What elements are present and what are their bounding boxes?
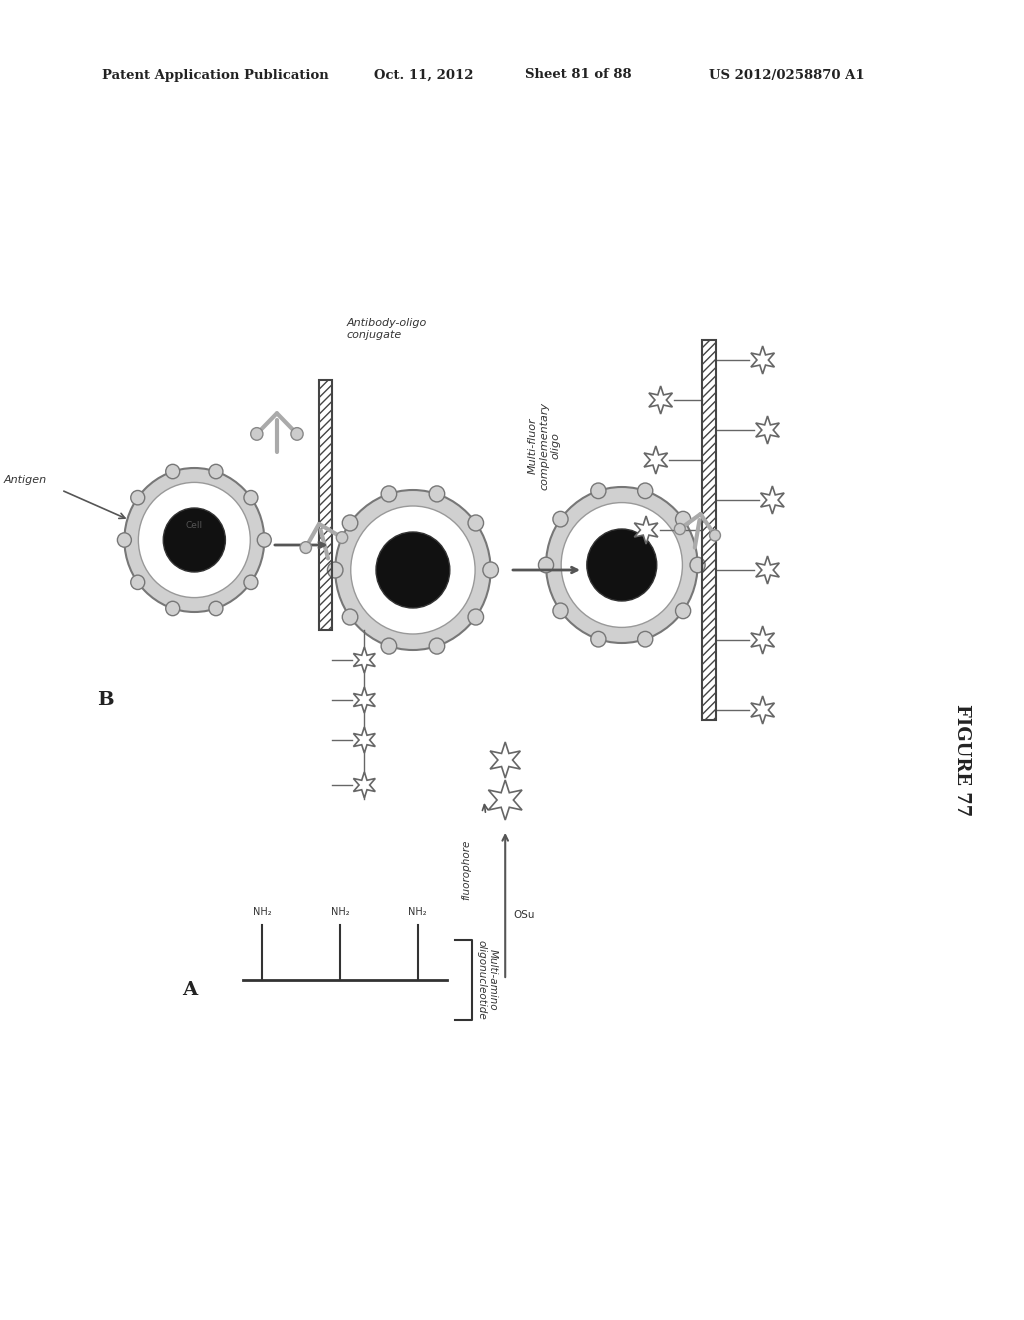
Text: Cell: Cell [185, 520, 203, 529]
Text: US 2012/0258870 A1: US 2012/0258870 A1 [710, 69, 865, 82]
Circle shape [209, 465, 223, 479]
Circle shape [336, 532, 348, 544]
Circle shape [553, 603, 568, 619]
Circle shape [257, 533, 271, 548]
Circle shape [690, 557, 706, 573]
Circle shape [124, 469, 264, 612]
Text: A: A [182, 981, 197, 999]
Circle shape [676, 603, 690, 619]
Polygon shape [756, 416, 779, 444]
Circle shape [342, 515, 357, 531]
Circle shape [342, 609, 357, 626]
Text: Patent Application Publication: Patent Application Publication [102, 69, 329, 82]
Circle shape [561, 503, 682, 627]
Circle shape [328, 562, 343, 578]
Circle shape [591, 483, 606, 499]
Polygon shape [353, 727, 375, 752]
Circle shape [591, 631, 606, 647]
Polygon shape [490, 742, 520, 777]
Circle shape [468, 515, 483, 531]
Circle shape [244, 576, 258, 590]
Text: Antigen: Antigen [3, 475, 47, 484]
Circle shape [587, 529, 656, 601]
Circle shape [676, 511, 690, 527]
Circle shape [376, 532, 450, 609]
Polygon shape [751, 696, 774, 723]
Circle shape [351, 506, 475, 634]
Text: Sheet 81 of 88: Sheet 81 of 88 [524, 69, 631, 82]
Circle shape [468, 609, 483, 626]
Circle shape [300, 541, 311, 553]
Circle shape [638, 631, 652, 647]
Polygon shape [649, 385, 673, 414]
Text: FIGURE 77: FIGURE 77 [952, 704, 971, 816]
Circle shape [553, 511, 568, 527]
Circle shape [163, 508, 225, 572]
Circle shape [335, 490, 490, 649]
Circle shape [638, 483, 652, 499]
Circle shape [131, 576, 144, 590]
Text: Oct. 11, 2012: Oct. 11, 2012 [374, 69, 473, 82]
Circle shape [291, 428, 303, 441]
Text: NH₂: NH₂ [253, 907, 271, 917]
Circle shape [251, 428, 263, 441]
Text: fluorophore: fluorophore [462, 840, 471, 900]
Polygon shape [761, 486, 784, 513]
Polygon shape [353, 772, 375, 799]
Circle shape [209, 602, 223, 615]
Circle shape [675, 524, 685, 535]
Text: B: B [96, 690, 114, 709]
Circle shape [166, 602, 179, 615]
Circle shape [381, 638, 396, 655]
Bar [318, 380, 332, 630]
Text: Multi-fluor
complementary
oligo: Multi-fluor complementary oligo [527, 401, 561, 490]
Circle shape [244, 491, 258, 504]
Bar [702, 341, 716, 719]
Circle shape [539, 557, 554, 573]
Circle shape [381, 486, 396, 502]
Polygon shape [644, 446, 668, 474]
Circle shape [710, 529, 721, 541]
Text: NH₂: NH₂ [409, 907, 427, 917]
Circle shape [429, 486, 444, 502]
Polygon shape [353, 647, 375, 673]
Circle shape [138, 482, 250, 598]
Text: Multi-amino
oligonucleotide: Multi-amino oligonucleotide [476, 940, 498, 1020]
Polygon shape [751, 626, 774, 653]
Polygon shape [751, 346, 774, 374]
Polygon shape [353, 686, 375, 713]
Text: Antibody-oligo
conjugate: Antibody-oligo conjugate [347, 318, 427, 341]
Polygon shape [756, 556, 779, 583]
Circle shape [546, 487, 697, 643]
Polygon shape [634, 516, 657, 544]
Circle shape [118, 533, 131, 548]
Circle shape [429, 638, 444, 655]
Text: OSu: OSu [513, 909, 535, 920]
Circle shape [131, 491, 144, 504]
Text: NH₂: NH₂ [331, 907, 349, 917]
Circle shape [483, 562, 499, 578]
Polygon shape [488, 780, 522, 820]
Circle shape [166, 465, 179, 479]
